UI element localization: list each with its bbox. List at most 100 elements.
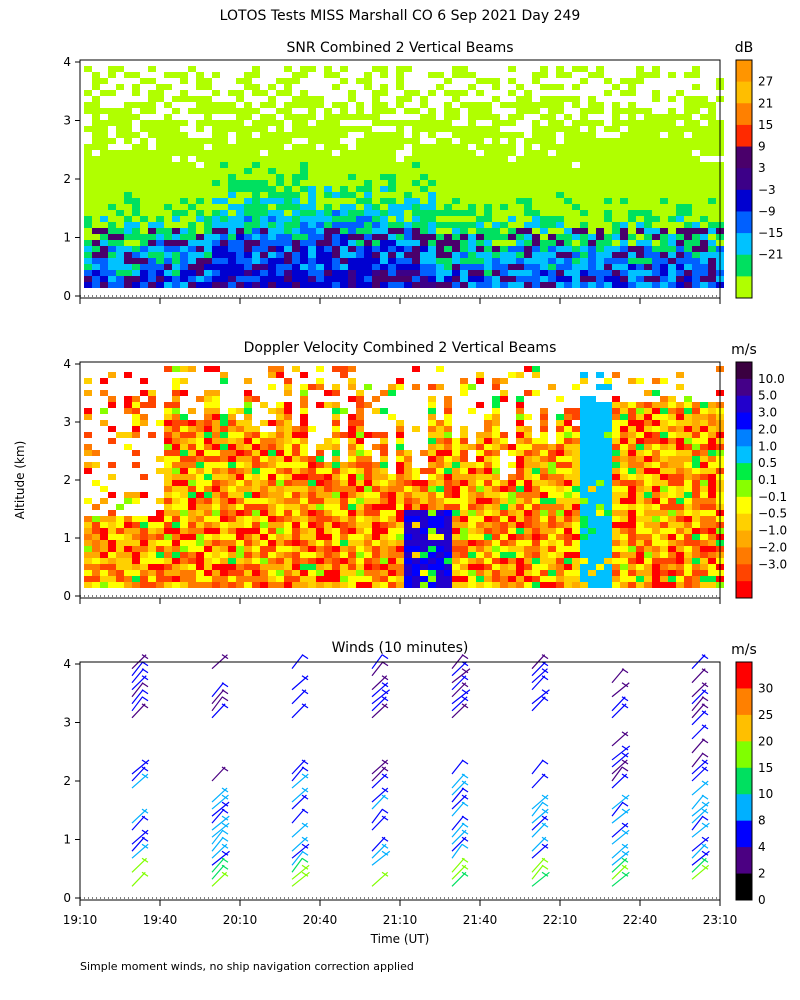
velocity-cell	[668, 492, 676, 498]
velocity-cell	[588, 438, 596, 444]
snr-cell	[628, 240, 636, 246]
snr-cell	[260, 102, 268, 108]
velocity-cell	[332, 552, 340, 558]
velocity-cell	[236, 492, 244, 498]
snr-cell	[588, 150, 596, 156]
wind-barb	[371, 808, 389, 824]
velocity-cell	[636, 570, 644, 576]
snr-cell	[404, 198, 412, 204]
velocity-cell	[604, 540, 612, 546]
snr-cell	[468, 108, 476, 114]
velocity-cell	[164, 498, 172, 504]
snr-cell	[516, 270, 524, 276]
velocity-cell	[204, 570, 212, 576]
velocity-cell	[300, 390, 308, 396]
velocity-cell	[276, 432, 284, 438]
velocity-cell	[156, 510, 164, 516]
snr-cell	[580, 252, 588, 258]
snr-cell	[332, 144, 340, 150]
velocity-cell	[172, 570, 180, 576]
velocity-cell	[172, 420, 180, 426]
velocity-cell	[268, 534, 276, 540]
snr-cell	[420, 126, 428, 132]
velocity-cell	[500, 378, 508, 384]
velocity-cell	[668, 504, 676, 510]
snr-cell	[676, 270, 684, 276]
snr-cell	[276, 234, 284, 240]
velocity-cell	[284, 516, 292, 522]
velocity-cell	[412, 504, 420, 510]
velocity-cell	[492, 444, 500, 450]
snr-cell	[204, 150, 212, 156]
snr-cell	[580, 174, 588, 180]
snr-cell	[340, 114, 348, 120]
y-tick-label: 0	[63, 289, 71, 303]
snr-cell	[580, 138, 588, 144]
snr-cell	[508, 252, 516, 258]
velocity-cell	[324, 564, 332, 570]
velocity-cell	[188, 486, 196, 492]
snr-cell	[532, 264, 540, 270]
snr-cell	[196, 126, 204, 132]
snr-cell	[252, 144, 260, 150]
velocity-cell	[324, 480, 332, 486]
velocity-cell	[124, 498, 132, 504]
snr-cell	[564, 138, 572, 144]
snr-cell	[204, 216, 212, 222]
snr-cell	[628, 276, 636, 282]
colorbar-swatch	[736, 362, 752, 380]
velocity-cell	[492, 540, 500, 546]
snr-cell	[252, 120, 260, 126]
velocity-cell	[460, 492, 468, 498]
velocity-cell	[700, 540, 708, 546]
snr-cell	[684, 282, 692, 288]
snr-cell	[684, 102, 692, 108]
velocity-cell	[188, 462, 196, 468]
velocity-cell	[452, 570, 460, 576]
velocity-cell	[652, 558, 660, 564]
snr-cell	[252, 222, 260, 228]
snr-cell	[492, 276, 500, 282]
snr-cell	[236, 132, 244, 138]
velocity-cell	[284, 408, 292, 414]
snr-cell	[660, 246, 668, 252]
snr-cell	[652, 168, 660, 174]
velocity-cell	[636, 480, 644, 486]
snr-cell	[108, 246, 116, 252]
velocity-cell	[196, 474, 204, 480]
velocity-cell	[220, 492, 228, 498]
velocity-cell	[396, 384, 404, 390]
snr-cell	[140, 246, 148, 252]
velocity-cell	[588, 426, 596, 432]
velocity-cell	[236, 522, 244, 528]
velocity-cell	[284, 534, 292, 540]
snr-cell	[284, 204, 292, 210]
snr-cell	[604, 174, 612, 180]
snr-cell	[364, 246, 372, 252]
velocity-cell	[700, 468, 708, 474]
snr-cell	[684, 150, 692, 156]
velocity-cell	[420, 480, 428, 486]
velocity-cell	[548, 528, 556, 534]
velocity-cell	[596, 480, 604, 486]
velocity-cell	[396, 432, 404, 438]
snr-cell	[564, 198, 572, 204]
snr-cell	[500, 222, 508, 228]
velocity-cell	[596, 450, 604, 456]
velocity-cell	[484, 576, 492, 582]
snr-cell	[108, 174, 116, 180]
snr-cell	[420, 156, 428, 162]
velocity-cell	[244, 432, 252, 438]
snr-cell	[484, 174, 492, 180]
velocity-cell	[396, 564, 404, 570]
velocity-cell	[164, 426, 172, 432]
panel-title: Winds (10 minutes)	[332, 640, 469, 656]
snr-cell	[164, 144, 172, 150]
colorbar-swatch	[736, 463, 752, 481]
velocity-cell	[268, 438, 276, 444]
snr-cell	[428, 192, 436, 198]
snr-cell	[84, 108, 92, 114]
snr-cell	[180, 162, 188, 168]
velocity-cell	[332, 450, 340, 456]
velocity-cell	[540, 564, 548, 570]
